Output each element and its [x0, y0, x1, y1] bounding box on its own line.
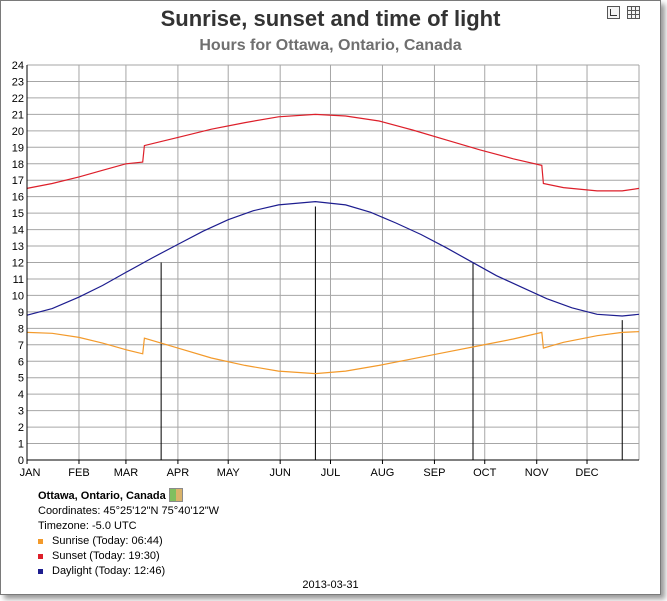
y-tick-label: 8: [18, 323, 24, 335]
chart-subtitle: Hours for Ottawa, Ontario, Canada: [199, 37, 462, 54]
y-tick-label: 18: [12, 159, 24, 171]
x-tick-label: JAN: [20, 467, 41, 479]
y-tick-label: 0: [18, 455, 24, 467]
series-line-sunrise: [26, 331, 640, 375]
legend-label-sunrise: Sunrise (Today: 06:44): [52, 535, 163, 547]
location-info: Ottawa, Ontario, Canada Coordinates: 45°…: [38, 488, 219, 579]
y-tick-label: 17: [12, 175, 24, 187]
legend-item-sunset[interactable]: Sunset (Today: 19:30): [38, 549, 219, 564]
x-tick-label: AUG: [371, 467, 395, 479]
y-tick-label: 2: [18, 422, 24, 434]
sun-hours-chart: 0123456789101112131415161718192021222324…: [12, 60, 640, 479]
y-tick-label: 22: [12, 93, 24, 105]
x-tick-label: NOV: [525, 467, 550, 479]
series-line-sunset: [26, 113, 640, 192]
legend-label-sunset: Sunset (Today: 19:30): [52, 550, 160, 562]
x-tick-label: SEP: [423, 467, 445, 479]
legend-swatch-sunset: [38, 554, 43, 559]
y-tick-label: 6: [18, 356, 24, 368]
y-tick-label: 12: [12, 258, 24, 270]
export-image-icon[interactable]: [607, 6, 620, 19]
legend-swatch-sunrise: [38, 539, 43, 544]
y-tick-label: 3: [18, 406, 24, 418]
y-tick-label: 20: [12, 126, 24, 138]
y-tick-label: 11: [13, 274, 24, 286]
y-tick-label: 24: [12, 60, 24, 72]
y-tick-label: 10: [12, 290, 24, 302]
timezone-text: Timezone: -5.0 UTC: [38, 520, 137, 532]
y-tick-label: 21: [12, 109, 24, 121]
x-tick-label: MAY: [217, 467, 241, 479]
y-tick-label: 15: [12, 208, 24, 220]
y-tick-label: 1: [18, 439, 24, 451]
x-tick-label: DEC: [575, 467, 598, 479]
y-tick-label: 23: [12, 76, 24, 88]
y-tick-label: 19: [12, 142, 24, 154]
y-tick-label: 16: [12, 192, 24, 204]
legend-label-daylight: Daylight (Today: 12:46): [52, 565, 166, 577]
x-tick-label: FEB: [68, 467, 89, 479]
y-tick-label: 14: [12, 225, 24, 237]
legend-item-sunrise[interactable]: Sunrise (Today: 06:44): [38, 534, 219, 549]
y-tick-label: 7: [18, 340, 24, 352]
location-name: Ottawa, Ontario, Canada: [38, 490, 166, 502]
chart-title: Sunrise, sunset and time of light: [160, 6, 501, 31]
current-date: 2013-03-31: [302, 579, 359, 591]
x-tick-label: APR: [167, 467, 190, 479]
x-tick-label: OCT: [473, 467, 497, 479]
legend-swatch-daylight: [38, 569, 43, 574]
coordinates-text: Coordinates: 45°25'12"N 75°40'12"W: [38, 505, 220, 517]
y-tick-label: 13: [12, 241, 24, 253]
x-tick-label: MAR: [114, 467, 139, 479]
legend-item-daylight[interactable]: Daylight (Today: 12:46): [38, 564, 219, 579]
x-tick-label: JUL: [321, 467, 341, 479]
map-icon[interactable]: [168, 488, 183, 502]
y-tick-label: 9: [18, 307, 24, 319]
x-tick-label: JUN: [269, 467, 290, 479]
series-line-daylight: [26, 200, 640, 317]
y-tick-label: 5: [18, 373, 24, 385]
y-tick-label: 4: [18, 389, 24, 401]
data-table-icon[interactable]: [627, 6, 640, 19]
